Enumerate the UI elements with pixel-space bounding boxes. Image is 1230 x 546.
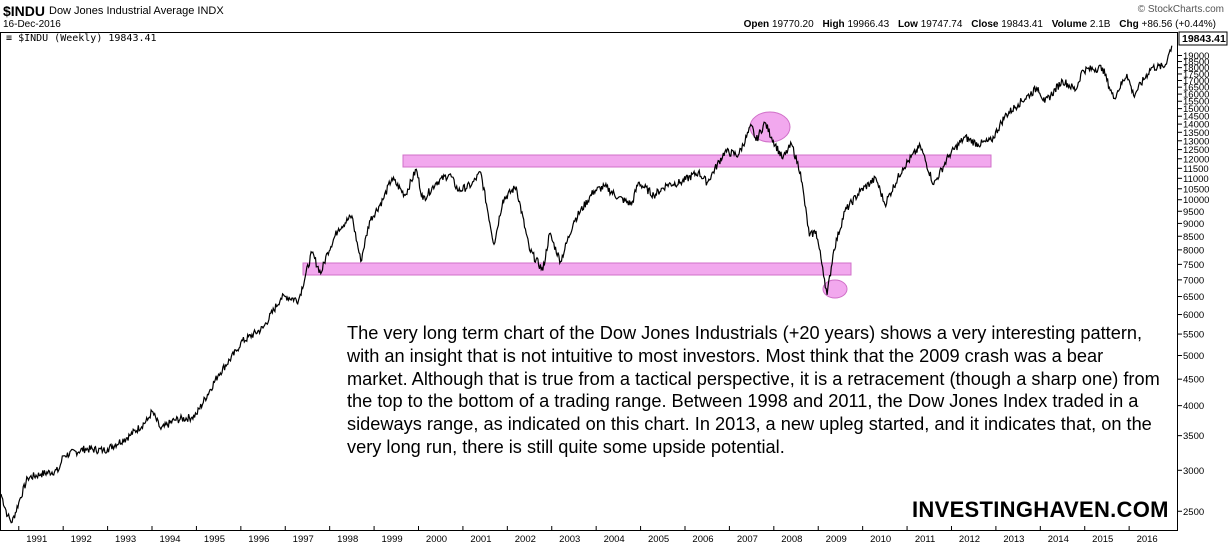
change-value: +86.56 (+0.44%)	[1141, 19, 1217, 30]
x-tick-label: 1992	[71, 534, 92, 545]
x-tick-label: 1991	[26, 534, 47, 545]
x-tick-label: 2006	[692, 534, 713, 545]
y-tick-label: 5500	[1183, 330, 1204, 341]
x-tick-label: 1998	[337, 534, 358, 545]
y-tick-label: 16500	[1183, 83, 1209, 94]
y-tick-label: 6500	[1183, 292, 1204, 303]
x-tick-label: 2002	[515, 534, 536, 545]
brand-watermark: INVESTINGHAVEN.COM	[912, 497, 1169, 522]
range-highlights	[302, 111, 992, 299]
chart-header: $INDU Dow Jones Industrial Average INDX …	[0, 0, 1230, 32]
y-tick-label: 3500	[1183, 431, 1204, 442]
y-tick-label: 9000	[1183, 219, 1204, 230]
x-tick-label: 2011	[915, 534, 935, 545]
x-tick-label: 2009	[826, 534, 847, 545]
y-tick-label: 14500	[1183, 112, 1209, 123]
y-tick-label: 3000	[1183, 466, 1204, 477]
y-tick-label: 10000	[1183, 195, 1209, 206]
y-tick-label: 13500	[1183, 128, 1209, 139]
x-tick-label: 2007	[737, 534, 758, 545]
x-tick-label: 1994	[159, 534, 180, 545]
open-value: 19770.20	[771, 19, 814, 30]
y-tick-label: 18500	[1183, 57, 1209, 68]
y-tick-label: 16000	[1183, 90, 1209, 101]
index-name: Dow Jones Industrial Average INDX	[49, 5, 224, 17]
last-price-tag: 19843.41	[1178, 31, 1228, 46]
x-tick-label: 1999	[382, 534, 403, 545]
exchange-code: INDX	[197, 5, 224, 17]
y-tick-label: 17500	[1183, 69, 1209, 80]
high-label: High	[822, 19, 845, 30]
range-top-band	[402, 154, 992, 168]
change-label: Chg	[1119, 19, 1139, 30]
x-tick-label: 2015	[1092, 534, 1113, 545]
x-tick-label: 2010	[870, 534, 891, 545]
x-tick-label: 2004	[604, 534, 625, 545]
y-tick-label: 14000	[1183, 120, 1209, 131]
y-tick-label: 10500	[1183, 184, 1209, 195]
last-price-value: 19843.41	[1182, 33, 1226, 45]
y-tick-label: 11500	[1183, 164, 1209, 175]
close-label: Close	[971, 19, 999, 30]
x-tick-label: 1995	[204, 534, 225, 545]
low-value: 19747.74	[920, 19, 963, 30]
y-tick-label: 2500	[1183, 507, 1204, 518]
y-tick-label: 11000	[1183, 174, 1209, 185]
price-series-line	[0, 45, 1173, 524]
x-tick-label: 1993	[115, 534, 136, 545]
high-value: 19966.43	[847, 19, 890, 30]
y-tick-label: 4500	[1183, 375, 1204, 386]
chart-date: 16-Dec-2016	[3, 19, 61, 30]
y-tick-label: 12500	[1183, 145, 1209, 156]
x-tick-label: 2000	[426, 534, 447, 545]
x-tick-label: 2013	[1003, 534, 1024, 545]
y-tick-label: 7000	[1183, 275, 1204, 286]
series-icon: ≡	[6, 33, 13, 44]
x-tick-label: 1996	[248, 534, 269, 545]
x-tick-label: 2014	[1048, 534, 1069, 545]
x-tick-label: 2012	[959, 534, 980, 545]
x-tick-label: 2008	[781, 534, 802, 545]
x-tick-label: 2003	[559, 534, 580, 545]
ticker-symbol: $INDU	[3, 3, 46, 19]
y-tick-label: 18000	[1183, 63, 1209, 74]
2009-bottom-marker	[822, 279, 848, 299]
annotation-text: The very long term chart of the Dow Jone…	[347, 323, 1160, 457]
ohlc-summary: Open 19770.20 High 19966.43 Low 19747.74…	[744, 19, 1222, 30]
close-value: 19843.41	[1001, 19, 1043, 30]
y-tick-label: 8000	[1183, 245, 1204, 256]
range-bottom-band	[302, 262, 852, 276]
y-tick-label: 6000	[1183, 310, 1204, 321]
x-tick-label: 2001	[470, 534, 491, 545]
x-tick-label: 2016	[1137, 534, 1158, 545]
y-tick-label: 19000	[1183, 51, 1209, 62]
y-tick-label: 15500	[1183, 97, 1209, 108]
volume-value: 2.1B	[1089, 19, 1111, 30]
copyright-notice: © StockCharts.com	[1137, 4, 1224, 15]
y-tick-label: 5000	[1183, 351, 1204, 362]
y-axis: 2500 3000 3500 4000 4500 5000 5500 6000 6500 7000…	[1178, 51, 1209, 518]
x-axis: 1991 1992 1993 1994 1995 1996 1997 1998 1999 2000…	[18, 526, 1158, 545]
series-legend: ≡ $INDU (Weekly) 19843.41	[6, 33, 157, 44]
y-tick-label: 4000	[1183, 401, 1204, 412]
x-tick-label: 2005	[648, 534, 669, 545]
y-tick-label: 7500	[1183, 260, 1204, 271]
volume-label: Volume	[1051, 19, 1088, 30]
x-tick-label: 1997	[293, 534, 314, 545]
low-label: Low	[897, 19, 918, 30]
series-legend-text: $INDU (Weekly) 19843.41	[18, 33, 157, 44]
y-tick-label: 13000	[1183, 136, 1209, 147]
y-tick-label: 9500	[1183, 207, 1204, 218]
y-tick-label: 15000	[1183, 104, 1209, 115]
open-label: Open	[743, 19, 770, 30]
y-tick-label: 8500	[1183, 232, 1204, 243]
plot-area	[0, 32, 1178, 531]
y-tick-label: 17000	[1183, 76, 1209, 87]
y-tick-label: 12000	[1183, 154, 1209, 165]
